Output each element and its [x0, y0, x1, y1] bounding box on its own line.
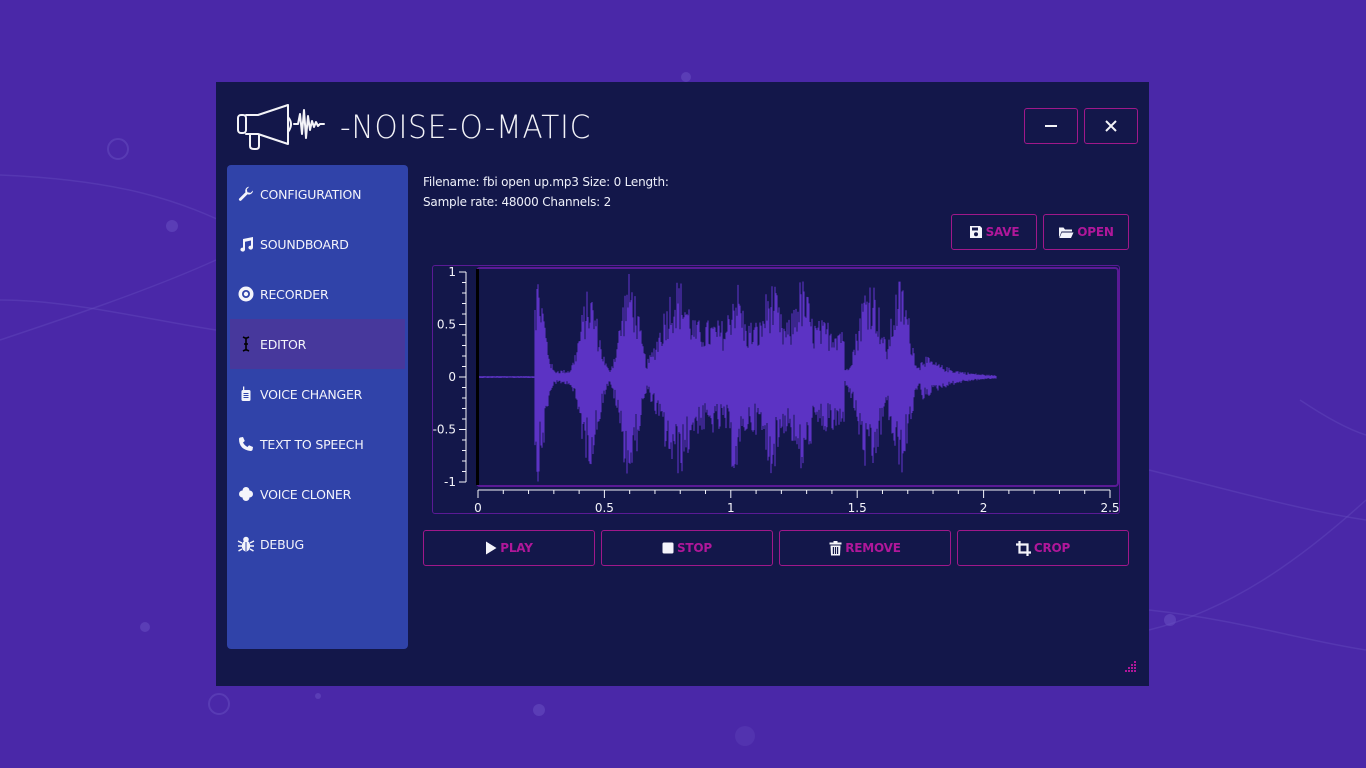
- svg-text:2: 2: [980, 501, 988, 515]
- x-axis: 0 0.5 1 1.5 2 2.5: [474, 489, 1120, 515]
- floppy-disk-icon: [969, 225, 983, 239]
- sidebar-item-text-to-speech[interactable]: TEXT TO SPEECH: [227, 419, 408, 469]
- record-disc-icon: [237, 285, 255, 303]
- stop-icon: [662, 542, 674, 554]
- sidebar-item-label: DEBUG: [260, 536, 304, 552]
- crop-label: CROP: [1033, 541, 1071, 555]
- sidebar-item-label: TEXT TO SPEECH: [260, 436, 364, 452]
- svg-text:0: 0: [474, 501, 482, 515]
- crop-icon: [1015, 540, 1031, 556]
- sidebar-item-voice-cloner[interactable]: VOICE CLONER: [227, 469, 408, 519]
- file-info-line1: Filename: fbi open up.mp3 Size: 0 Length…: [423, 175, 669, 189]
- app-window: -NOISE-O-MATIC CONFIGURATION SOUNDBOARD …: [216, 82, 1149, 686]
- megaphone-waveform-icon: [237, 104, 325, 150]
- app-logo: -NOISE-O-MATIC: [236, 102, 613, 152]
- file-info: Filename: fbi open up.mp3 Size: 0 Length…: [423, 172, 669, 212]
- open-label: OPEN: [1077, 225, 1114, 239]
- file-info-line2: Sample rate: 48000 Channels: 2: [423, 195, 612, 209]
- svg-text:0.5: 0.5: [437, 318, 456, 332]
- folder-open-icon: [1058, 226, 1074, 239]
- svg-text:2.5: 2.5: [1100, 501, 1119, 515]
- play-button[interactable]: PLAY: [423, 530, 595, 566]
- close-button[interactable]: [1084, 108, 1138, 144]
- waveform-plot[interactable]: 1 0.5 0 -0.5 -1 0 0.5 1 1.5 2 2.5: [433, 265, 1121, 515]
- bug-icon: [237, 535, 255, 553]
- svg-text:-1: -1: [444, 475, 456, 489]
- waveform-signal: [478, 274, 997, 482]
- sidebar-item-editor[interactable]: EDITOR: [230, 319, 405, 369]
- stop-label: STOP: [676, 541, 713, 555]
- svg-text:0.5: 0.5: [595, 501, 614, 515]
- minimize-icon: [1045, 125, 1057, 127]
- sidebar-nav: CONFIGURATION SOUNDBOARD RECORDER EDITOR…: [227, 165, 408, 649]
- save-label: SAVE: [985, 225, 1020, 239]
- stop-button[interactable]: STOP: [601, 530, 773, 566]
- sidebar-item-label: RECORDER: [260, 286, 329, 302]
- sidebar-item-soundboard[interactable]: SOUNDBOARD: [227, 219, 408, 269]
- sidebar-item-label: EDITOR: [260, 336, 307, 352]
- minimize-button[interactable]: [1024, 108, 1078, 144]
- crop-button[interactable]: CROP: [957, 530, 1129, 566]
- waveform-view[interactable]: 1 0.5 0 -0.5 -1 0 0.5 1 1.5 2 2.5: [432, 265, 1121, 515]
- walkie-talkie-icon: [237, 385, 255, 403]
- sidebar-item-recorder[interactable]: RECORDER: [227, 269, 408, 319]
- sidebar-item-debug[interactable]: DEBUG: [227, 519, 408, 569]
- sidebar-item-label: SOUNDBOARD: [260, 236, 349, 252]
- remove-label: REMOVE: [845, 541, 901, 555]
- play-label: PLAY: [500, 541, 533, 555]
- open-button[interactable]: OPEN: [1043, 214, 1129, 250]
- phone-icon: [237, 435, 255, 453]
- svg-text:1: 1: [727, 501, 735, 515]
- y-axis: 1 0.5 0 -0.5 -1: [433, 265, 467, 489]
- sidebar-item-voice-changer[interactable]: VOICE CHANGER: [227, 369, 408, 419]
- svg-text:-0.5: -0.5: [433, 423, 456, 437]
- music-note-icon: [237, 235, 255, 253]
- svg-text:0: 0: [448, 370, 456, 384]
- sidebar-item-label: VOICE CLONER: [260, 486, 352, 502]
- text-cursor-icon: [237, 335, 255, 353]
- clover-icon: [237, 485, 255, 503]
- remove-button[interactable]: REMOVE: [779, 530, 951, 566]
- app-title: -NOISE-O-MATIC: [340, 108, 592, 146]
- save-button[interactable]: SAVE: [951, 214, 1037, 250]
- wrench-icon: [237, 185, 255, 203]
- play-icon: [485, 541, 497, 555]
- trash-icon: [829, 540, 842, 556]
- sidebar-item-configuration[interactable]: CONFIGURATION: [227, 169, 408, 219]
- playhead-cursor[interactable]: [476, 269, 479, 485]
- svg-text:1: 1: [448, 266, 456, 279]
- resize-grip-icon[interactable]: [1123, 660, 1137, 674]
- svg-text:1.5: 1.5: [848, 501, 867, 515]
- sidebar-item-label: VOICE CHANGER: [260, 386, 363, 402]
- close-icon: [1105, 120, 1117, 132]
- sidebar-item-label: CONFIGURATION: [260, 186, 362, 202]
